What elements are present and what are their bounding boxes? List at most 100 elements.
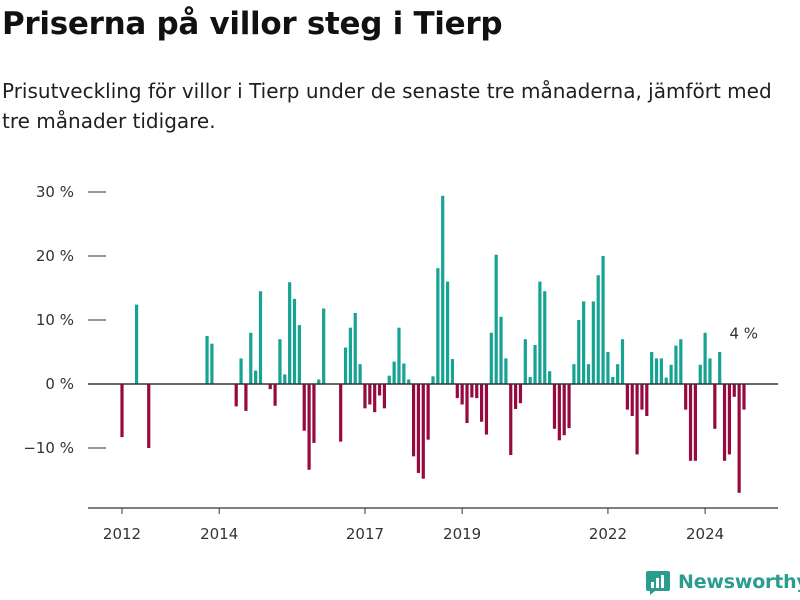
bar <box>312 384 316 443</box>
bar <box>688 384 693 461</box>
bar <box>470 384 474 398</box>
bar <box>514 384 518 409</box>
bar <box>431 376 435 384</box>
bar <box>722 384 727 461</box>
bar <box>368 384 372 405</box>
bar <box>411 384 416 457</box>
bar <box>737 384 741 493</box>
bar <box>445 281 450 384</box>
bar <box>234 384 238 407</box>
bar <box>387 375 391 384</box>
bar <box>552 384 557 429</box>
bar <box>596 275 600 384</box>
bar <box>273 384 277 406</box>
bar <box>441 195 445 384</box>
bar <box>616 364 620 384</box>
bar <box>708 358 712 384</box>
bar <box>436 268 440 384</box>
bar <box>402 363 406 384</box>
bar <box>339 384 343 442</box>
bar <box>460 384 464 405</box>
bar <box>562 384 566 436</box>
bar <box>635 384 639 455</box>
bar <box>134 304 139 384</box>
bar <box>302 384 306 431</box>
bar <box>572 364 576 384</box>
bar <box>416 384 421 473</box>
bar <box>353 312 357 384</box>
bar <box>698 364 702 384</box>
bar <box>210 343 214 384</box>
bar <box>322 308 326 384</box>
bar <box>557 384 561 441</box>
bar <box>377 384 382 396</box>
bar <box>254 370 258 384</box>
bar <box>239 358 243 384</box>
bar <box>307 384 311 470</box>
y-tick-label: 10 % <box>36 311 74 329</box>
bar <box>479 384 484 422</box>
bar <box>742 384 746 410</box>
bar <box>601 256 605 384</box>
bar <box>713 384 717 429</box>
bar <box>268 384 272 390</box>
bar <box>504 358 508 384</box>
bar <box>669 364 673 384</box>
bar <box>258 291 263 384</box>
bar <box>611 376 615 384</box>
bar <box>732 384 736 397</box>
bar <box>654 358 659 384</box>
bar <box>582 301 586 384</box>
bar <box>421 384 425 479</box>
bar <box>727 384 732 455</box>
bar <box>645 384 649 416</box>
newsworthy-logo-icon <box>646 571 670 595</box>
bar <box>489 332 493 384</box>
bar <box>538 281 542 384</box>
bar <box>450 359 455 384</box>
y-tick-label: −10 % <box>23 439 74 457</box>
bar <box>407 379 411 384</box>
bar <box>548 371 552 384</box>
bar <box>465 384 469 424</box>
bar <box>606 352 610 384</box>
bar <box>292 298 297 384</box>
bar <box>392 361 396 384</box>
bar <box>650 352 654 384</box>
bar <box>591 301 595 384</box>
bar <box>577 320 581 384</box>
bar <box>426 384 430 440</box>
bar <box>630 384 634 416</box>
x-tick-label: 2019 <box>443 525 481 543</box>
bar <box>499 316 503 384</box>
x-tick-label: 2024 <box>686 525 724 543</box>
bar <box>288 282 292 384</box>
bar <box>363 384 367 409</box>
bar <box>397 327 401 384</box>
x-tick-label: 2017 <box>346 525 384 543</box>
chart-subtitle: Prisutveckling för villor i Tierp under … <box>2 79 772 133</box>
brand-name: Newsworthy <box>678 571 800 593</box>
bar <box>718 352 722 384</box>
bar <box>684 384 688 410</box>
bar <box>494 254 498 384</box>
last-value-annotation: 4 % <box>729 324 758 342</box>
bar <box>625 384 629 410</box>
bar <box>382 384 387 409</box>
y-tick-label: 30 % <box>36 183 74 201</box>
brand-logo[interactable]: Newsworthy <box>645 569 800 595</box>
x-tick-label: 2022 <box>589 525 627 543</box>
bar <box>523 339 527 384</box>
bar <box>679 339 683 384</box>
bar <box>664 377 668 384</box>
bar <box>703 332 707 384</box>
bar <box>620 339 625 384</box>
bar <box>343 347 348 384</box>
bar <box>278 339 282 384</box>
bar <box>358 364 362 384</box>
bar <box>484 384 489 435</box>
bar <box>528 376 532 384</box>
bar <box>586 364 591 384</box>
bar <box>244 384 248 411</box>
